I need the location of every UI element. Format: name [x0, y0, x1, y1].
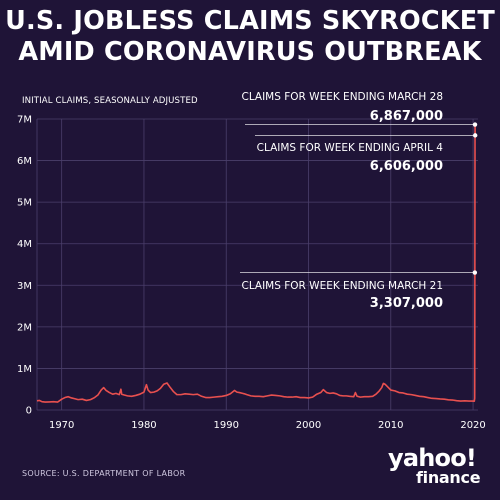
x-tick-label: 2010	[378, 420, 403, 431]
annotation-label: CLAIMS FOR WEEK ENDING MARCH 21	[241, 280, 443, 292]
grid-layer	[37, 118, 478, 411]
chart-title: U.S. JOBLESS CLAIMS SKYROCKET AMID CORON…	[0, 6, 500, 68]
annotation-label: CLAIMS FOR WEEK ENDING MARCH 28	[241, 91, 443, 103]
y-tick-label: 5M	[17, 198, 32, 209]
x-tick-label: 1980	[131, 420, 156, 431]
annotation-marker	[473, 133, 478, 138]
annotation-layer: CLAIMS FOR WEEK ENDING MARCH 28 6,867,000…	[240, 91, 478, 311]
y-tick-label: 2M	[17, 322, 32, 333]
logo-word-finance: finance	[416, 468, 481, 487]
x-tick-label: 2000	[296, 420, 321, 431]
axis-layer: 0 1M 2M 3M 4M 5M 6M 7M 1970 1980 1990 2000 2010 2020	[17, 115, 486, 432]
title-line-1: U.S. JOBLESS CLAIMS SKYROCKET	[5, 6, 495, 36]
y-axis-label: INITIAL CLAIMS, SEASONALLY ADJUSTED	[22, 96, 198, 106]
annotation-marker	[472, 270, 478, 275]
annotation-marker	[472, 122, 478, 127]
y-tick-label: 0	[26, 406, 32, 417]
y-tick-label: 7M	[17, 115, 32, 126]
annotation-label: CLAIMS FOR WEEK ENDING APRIL 4	[257, 142, 444, 154]
series-line-0	[36, 123, 476, 403]
title-line-2: AMID CORONAVIRUS OUTBREAK	[18, 37, 482, 67]
source-note: SOURCE: U.S. DEPARTMENT OF LABOR	[22, 469, 186, 478]
annotation-value: 3,307,000	[370, 296, 443, 311]
x-tick-label: 2020	[460, 420, 485, 431]
x-tick-label: 1990	[214, 420, 239, 431]
y-tick-label: 1M	[17, 364, 32, 375]
x-tick-label: 1970	[49, 420, 74, 431]
y-tick-label: 4M	[17, 239, 32, 250]
series-layer	[36, 123, 476, 403]
y-tick-label: 6M	[17, 156, 32, 167]
y-tick-label: 3M	[17, 281, 32, 292]
annotation-value: 6,606,000	[370, 159, 443, 174]
annotation-value: 6,867,000	[370, 109, 443, 124]
yahoo-finance-logo: yahoo! finance	[388, 444, 481, 492]
logo-word-yahoo: yahoo!	[388, 444, 477, 472]
